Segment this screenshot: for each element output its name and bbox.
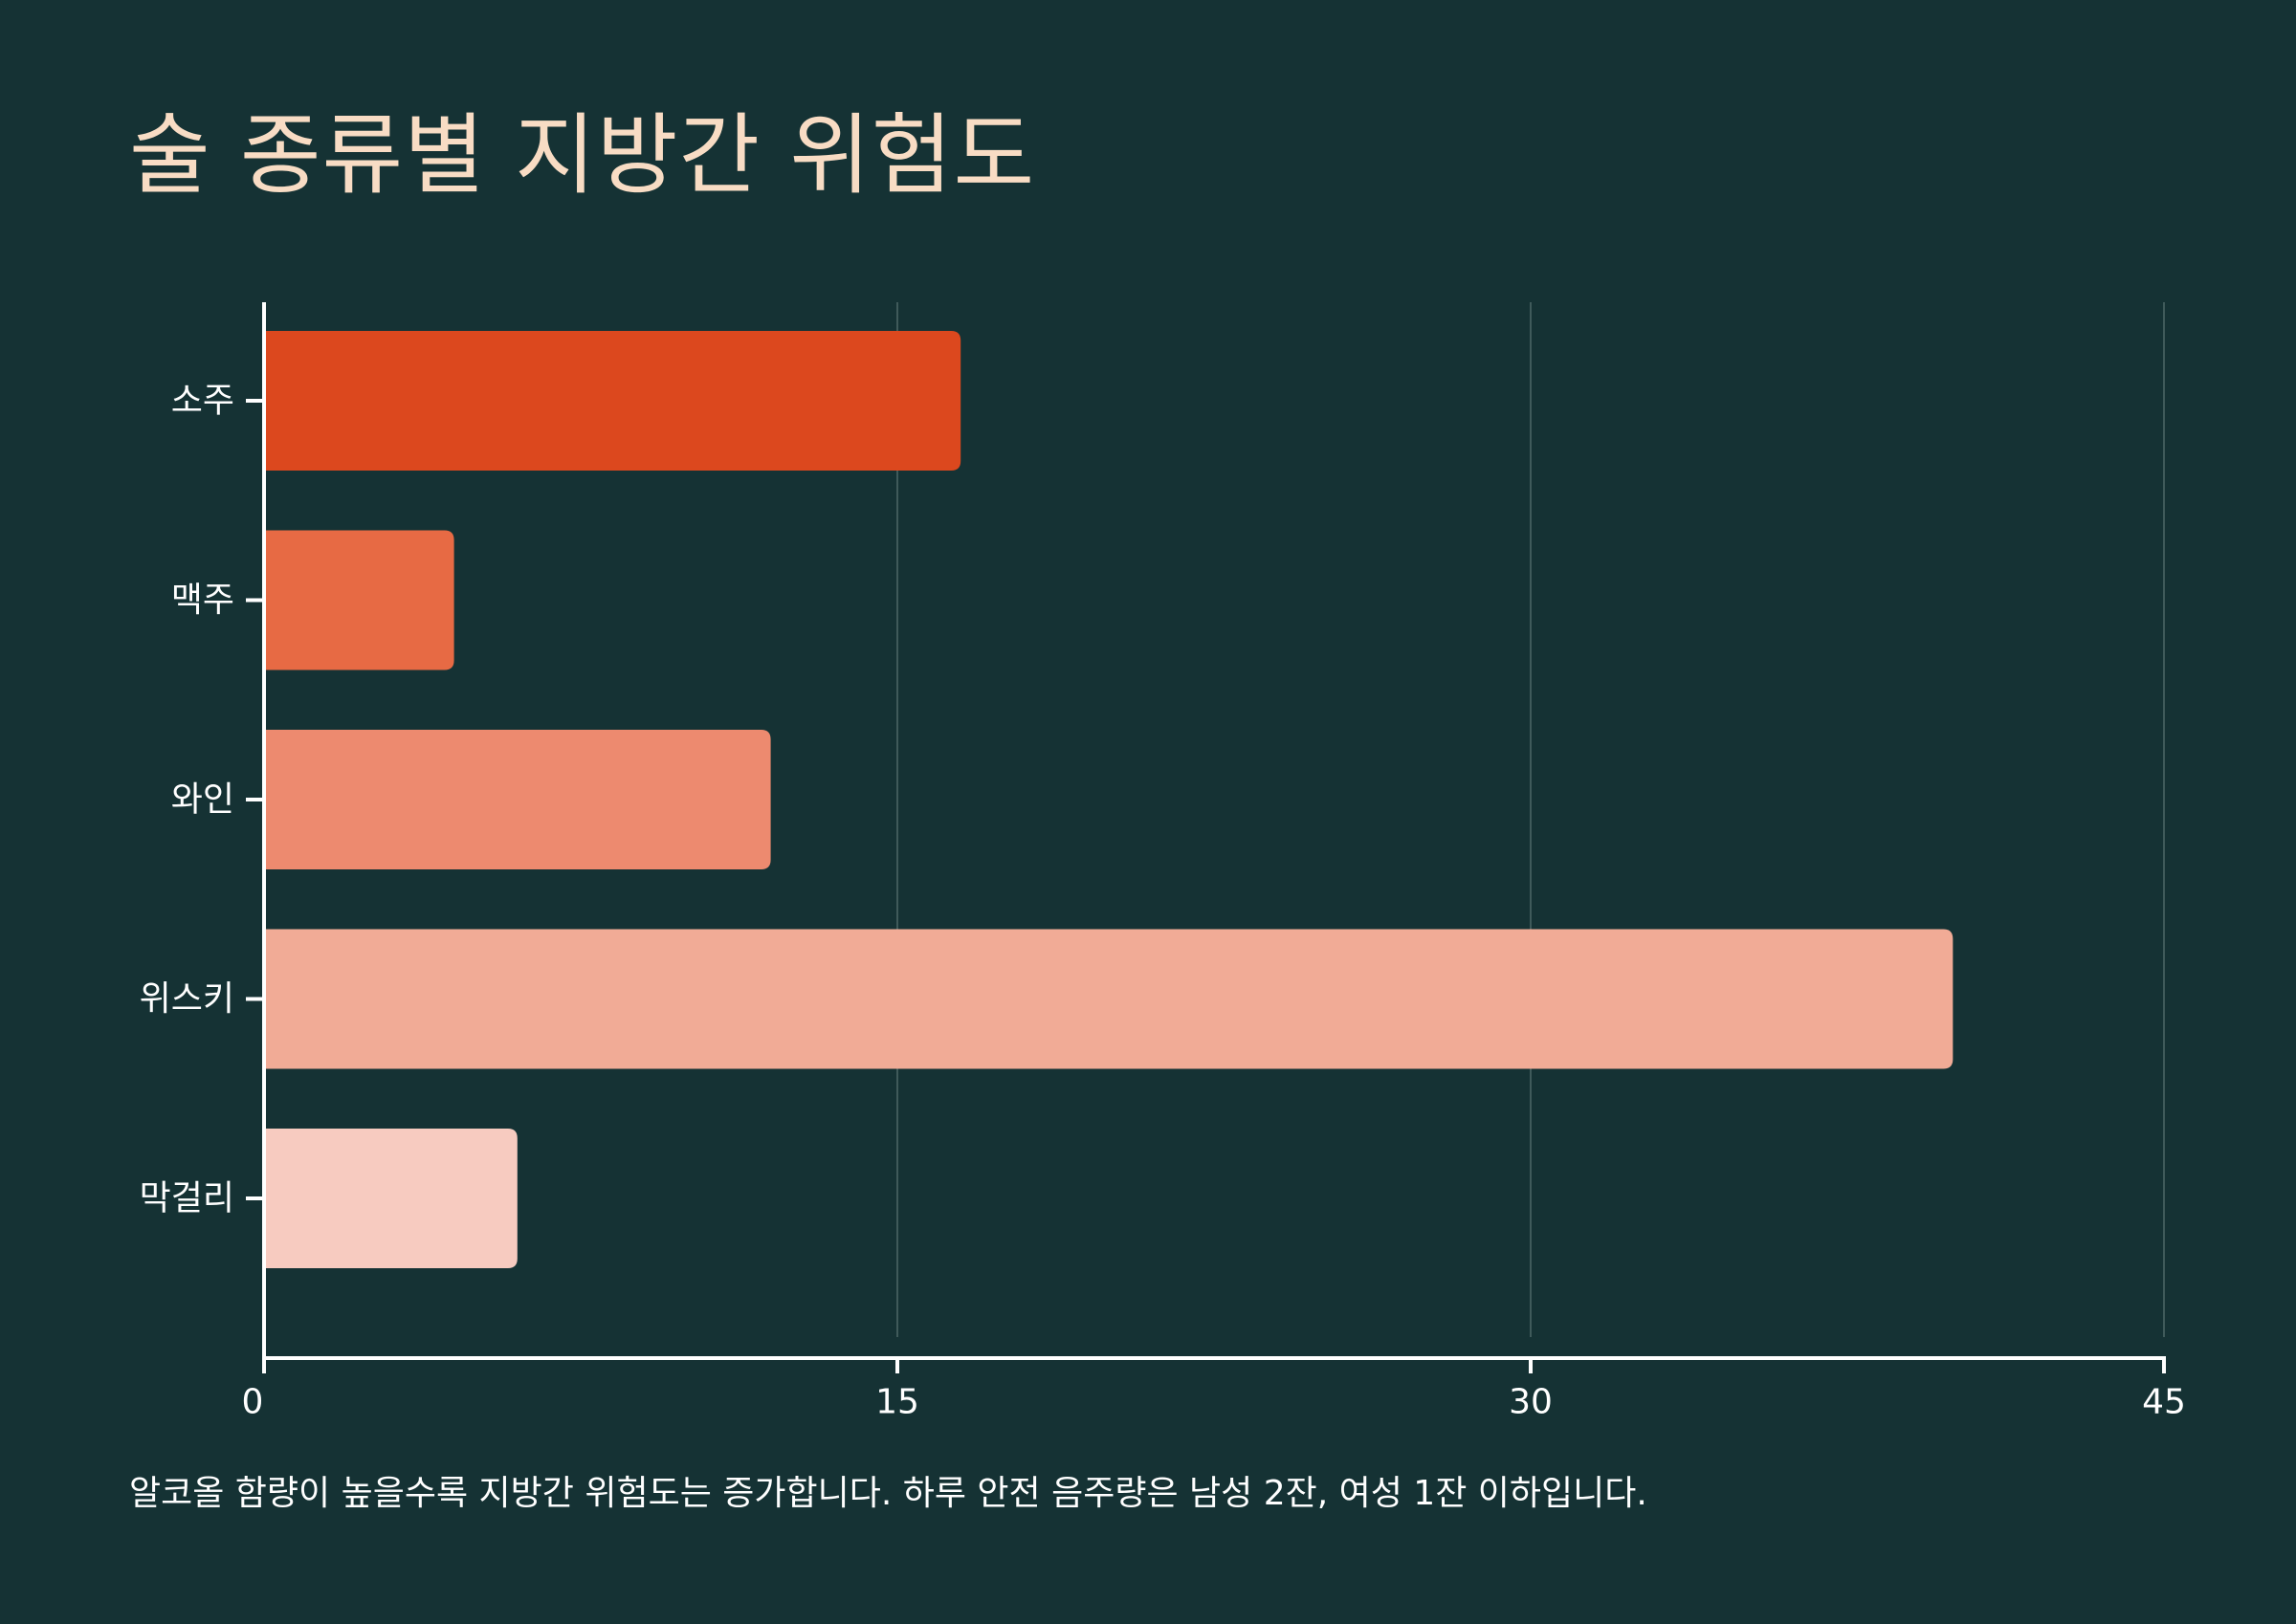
bar-2 (264, 730, 771, 869)
bar-0 (264, 331, 961, 471)
category-label-3: 위스키 (140, 979, 234, 1019)
x-tick-label-1: 15 (875, 1383, 919, 1422)
category-label-1: 맥주 (171, 581, 234, 620)
x-tick-label-3: 45 (2142, 1383, 2186, 1422)
chart-footnote: 알코올 함량이 높을수록 지방간 위험도는 증가합니다. 하루 안전 음주량은 … (129, 1474, 1647, 1513)
category-label-2: 와인 (171, 780, 234, 820)
chart-title: 술 종류별 지방간 위험도 (129, 104, 1036, 207)
x-tick-label-2: 30 (1509, 1383, 1553, 1422)
category-label-0: 소주 (171, 382, 234, 421)
bar-3 (264, 929, 1954, 1069)
category-label-4: 막걸리 (140, 1179, 234, 1218)
bar-4 (264, 1129, 518, 1268)
x-tick-label-0: 0 (242, 1383, 264, 1422)
bar-1 (264, 530, 454, 670)
